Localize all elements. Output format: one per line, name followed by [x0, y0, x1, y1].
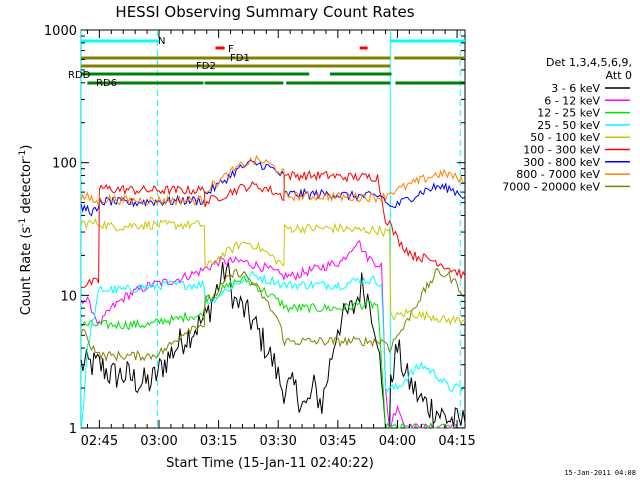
legend-header-line1: Det 1,3,4,5,6,9, [546, 56, 632, 69]
legend-label-6: 100 - 300 keV [523, 144, 600, 157]
x-tick-label-1: 03:00 [140, 434, 177, 449]
x-axis-label: Start Time (15-Jan-11 02:40:22) [166, 456, 374, 471]
timestamp: 15-Jan-2011 04:08 [564, 469, 636, 477]
flag-rdd-label: RDD [68, 70, 91, 81]
x-tick-label-3: 03:30 [259, 434, 296, 449]
x-tick-label-4: 03:45 [319, 434, 356, 449]
legend-label-9: 7000 - 20000 keV [502, 180, 600, 193]
series-line-5 [80, 217, 466, 326]
x-tick-label-2: 03:15 [200, 434, 237, 449]
series-line-1 [80, 261, 466, 429]
flag-fd1-label: FD1 [230, 53, 250, 64]
y-axis-label-sup1: -1 [18, 218, 28, 227]
legend-label-2: 6 - 12 keV [544, 94, 600, 107]
y-tick-label-2: 100 [52, 157, 77, 172]
series-line-7 [80, 159, 466, 217]
chart-title: HESSI Observing Summary Count Rates [115, 3, 414, 21]
series-line-4 [80, 270, 466, 429]
x-tick-label-5: 04:00 [379, 434, 416, 449]
y-axis-label-mid: detector [19, 158, 34, 218]
legend-label-1: 3 - 6 keV [551, 82, 600, 95]
series-group [80, 154, 466, 430]
y-tick-label-1: 10 [60, 289, 77, 304]
y-axis-label-sup2: -1 [18, 150, 28, 159]
legend-header-line2: Att 0 [606, 69, 632, 82]
flag-f-label: F [228, 44, 234, 55]
axes: 02:45 03:00 03:15 03:30 03:45 04:00 04:15 1 10 10… [44, 24, 476, 449]
y-tick-label-0: 1 [69, 422, 77, 437]
legend-label-8: 800 - 7000 keV [516, 168, 600, 181]
series-line-8 [80, 154, 466, 207]
y-tick-label-3: 1000 [44, 24, 77, 39]
y-axis-label-end: ) [19, 145, 34, 150]
y-axis-label-part: Count Rate (s [19, 227, 34, 316]
flag-rd6-label: RD6 [96, 78, 117, 89]
legend-label-3: 12 - 25 keV [537, 107, 600, 120]
series-line-6 [81, 169, 466, 288]
x-tick-label-0: 02:45 [81, 434, 118, 449]
series-line-2 [80, 240, 466, 430]
series-line-9 [80, 267, 466, 363]
legend-label-7: 300 - 800 keV [523, 156, 600, 169]
y-axis-label: Count Rate (s-1 detector-1) [18, 145, 34, 316]
flag-fd2-label: FD2 [196, 61, 216, 72]
flag-n-label: N [158, 36, 165, 47]
legend-label-4: 25 - 50 keV [537, 119, 600, 132]
series-line-3 [80, 275, 465, 430]
x-tick-label-6: 04:15 [438, 434, 475, 449]
legend-label-5: 50 - 100 keV [530, 131, 600, 144]
